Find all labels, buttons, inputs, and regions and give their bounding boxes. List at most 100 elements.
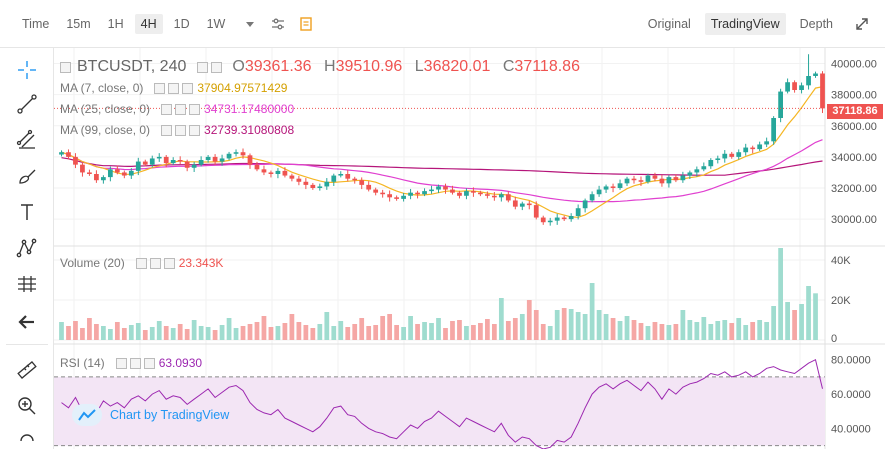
gear-icon[interactable]: [129, 357, 141, 369]
prediction-tool-icon[interactable]: [13, 270, 41, 298]
volume-bar: [429, 323, 434, 340]
fib-tool-icon[interactable]: [13, 126, 41, 154]
close-icon[interactable]: [189, 103, 201, 115]
volume-bar: [205, 327, 211, 340]
close-icon[interactable]: [163, 257, 175, 269]
brush-icon[interactable]: [13, 162, 41, 190]
ma7-legend: MA (7, close, 0) 37904.97571429: [60, 81, 288, 95]
eye-icon[interactable]: [115, 357, 127, 369]
volume-bar: [589, 283, 595, 340]
zoom-in-icon[interactable]: [13, 392, 41, 420]
volume-bar: [750, 322, 756, 340]
volume-bar: [380, 316, 386, 340]
close-icon[interactable]: [182, 82, 194, 94]
candle: [457, 192, 462, 196]
candle: [163, 156, 169, 164]
candle: [331, 175, 337, 182]
volume-bar: [80, 328, 85, 340]
rsi-tick-label: 60.0000: [831, 389, 871, 401]
tf-1w[interactable]: 1W: [206, 16, 226, 31]
candle: [324, 181, 330, 187]
collapse-legend-icon[interactable]: [60, 61, 71, 73]
candle: [617, 183, 623, 188]
candle: [366, 184, 372, 190]
close-icon[interactable]: [143, 357, 155, 369]
eye-icon[interactable]: [135, 257, 147, 269]
volume-bar: [366, 326, 372, 340]
candle: [736, 152, 742, 157]
candle: [806, 76, 811, 86]
candle: [401, 195, 406, 199]
gear-icon[interactable]: [175, 103, 187, 115]
symbol-label: BTCUSDT, 240: [77, 58, 187, 75]
tab-depth[interactable]: Depth: [799, 17, 833, 31]
candle: [394, 197, 399, 199]
caret-down-icon[interactable]: [241, 15, 259, 33]
tab-tradingview[interactable]: TradingView: [704, 13, 786, 35]
candle: [757, 144, 763, 150]
trend-line-icon[interactable]: [13, 90, 41, 118]
gear-icon[interactable]: [149, 257, 161, 269]
tab-original[interactable]: Original: [647, 17, 691, 31]
volume-bar: [387, 314, 393, 340]
chart-canvas[interactable]: 40000.00 38000.00 36000.00 34000.00 32000.00…: [54, 48, 885, 449]
candle: [233, 152, 239, 154]
text-tool-icon[interactable]: [13, 198, 41, 226]
eye-icon[interactable]: [154, 82, 166, 94]
ma7-value: 37904.97571429: [197, 81, 288, 95]
candle: [813, 73, 818, 76]
candle: [596, 189, 602, 195]
candle: [212, 156, 218, 162]
candle: [254, 164, 260, 170]
volume-bar: [722, 320, 728, 340]
gear-icon[interactable]: [175, 124, 187, 136]
candle: [512, 200, 518, 207]
candle: [603, 186, 609, 190]
back-arrow-icon[interactable]: [13, 308, 41, 336]
gear-icon[interactable]: [211, 61, 223, 73]
candle: [310, 184, 316, 188]
eye-icon[interactable]: [161, 124, 173, 136]
magnet-icon[interactable]: [13, 428, 41, 449]
settings-sliders-icon[interactable]: [269, 15, 287, 33]
tf-4h[interactable]: 4H: [134, 13, 163, 34]
candle: [799, 85, 804, 90]
tf-1h[interactable]: 1H: [107, 16, 124, 31]
eye-icon[interactable]: [197, 61, 209, 73]
volume-bar: [268, 327, 274, 340]
volume-bar: [296, 322, 302, 340]
candle: [128, 170, 134, 176]
indicator-icon[interactable]: [297, 15, 315, 33]
candle: [659, 178, 665, 184]
rsi-series: [61, 358, 823, 449]
candle: [240, 152, 246, 156]
eye-icon[interactable]: [161, 103, 173, 115]
volume-tick-label: 20K: [831, 295, 851, 307]
volume-bar: [289, 314, 295, 340]
tf-time[interactable]: Time: [22, 16, 50, 31]
fullscreen-icon[interactable]: [853, 15, 871, 33]
volume-bar: [149, 327, 155, 340]
candle: [268, 172, 274, 174]
volume-bar: [415, 324, 420, 340]
volume-bar: [631, 320, 637, 340]
pattern-tool-icon[interactable]: [13, 234, 41, 262]
volume-bar: [128, 325, 134, 340]
volume-bar: [680, 310, 686, 340]
volume-bar: [736, 318, 742, 340]
crosshair-icon[interactable]: [13, 56, 41, 84]
candle: [624, 178, 630, 184]
volume-bar: [303, 325, 309, 340]
candle: [436, 186, 441, 190]
tradingview-credit[interactable]: Chart by TradingView: [72, 404, 229, 426]
volume-bar: [778, 248, 783, 340]
gear-icon[interactable]: [168, 82, 180, 94]
tf-1d[interactable]: 1D: [173, 16, 190, 31]
candle: [184, 161, 190, 168]
price-axis: 40000.00 38000.00 36000.00 34000.00 32000.00…: [54, 59, 877, 435]
ruler-icon[interactable]: [13, 356, 41, 384]
close-icon[interactable]: [189, 124, 201, 136]
candles: [59, 54, 825, 226]
candle: [247, 155, 253, 165]
tf-15m[interactable]: 15m: [66, 16, 91, 31]
